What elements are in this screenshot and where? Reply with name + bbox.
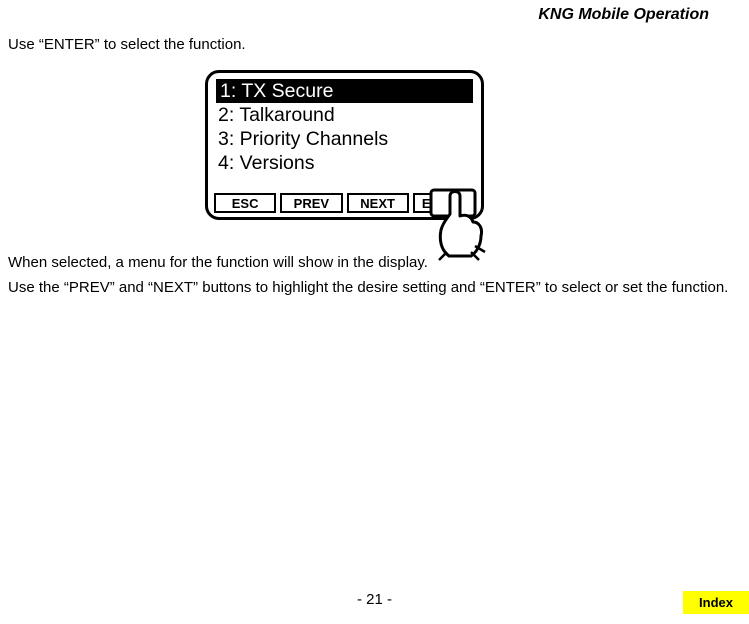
page: KNG Mobile Operation Use “ENTER” to sele… bbox=[0, 0, 749, 624]
softkey-row: ESC PREV NEXT ENTER bbox=[214, 193, 475, 213]
prev-button[interactable]: PREV bbox=[280, 193, 342, 213]
menu-item-1[interactable]: 1: TX Secure bbox=[216, 79, 473, 103]
page-number: - 21 - bbox=[0, 591, 749, 608]
enter-button[interactable]: ENTER bbox=[413, 193, 475, 213]
paragraph-intro: Use “ENTER” to select the function. bbox=[8, 36, 246, 53]
paragraph-after-1: When selected, a menu for the function w… bbox=[8, 254, 428, 271]
menu-list: 1: TX Secure 2: Talkaround 3: Priority C… bbox=[208, 73, 481, 175]
paragraph-after-2: Use the “PREV” and “NEXT” buttons to hig… bbox=[8, 278, 729, 298]
menu-item-2[interactable]: 2: Talkaround bbox=[214, 103, 475, 127]
page-header: KNG Mobile Operation bbox=[538, 6, 709, 24]
index-tab[interactable]: Index bbox=[683, 591, 749, 614]
radio-display-figure: 1: TX Secure 2: Talkaround 3: Priority C… bbox=[205, 70, 494, 236]
menu-item-4[interactable]: 4: Versions bbox=[214, 151, 475, 175]
radio-screen: 1: TX Secure 2: Talkaround 3: Priority C… bbox=[205, 70, 484, 220]
next-button[interactable]: NEXT bbox=[347, 193, 409, 213]
menu-item-3[interactable]: 3: Priority Channels bbox=[214, 127, 475, 151]
esc-button[interactable]: ESC bbox=[214, 193, 276, 213]
